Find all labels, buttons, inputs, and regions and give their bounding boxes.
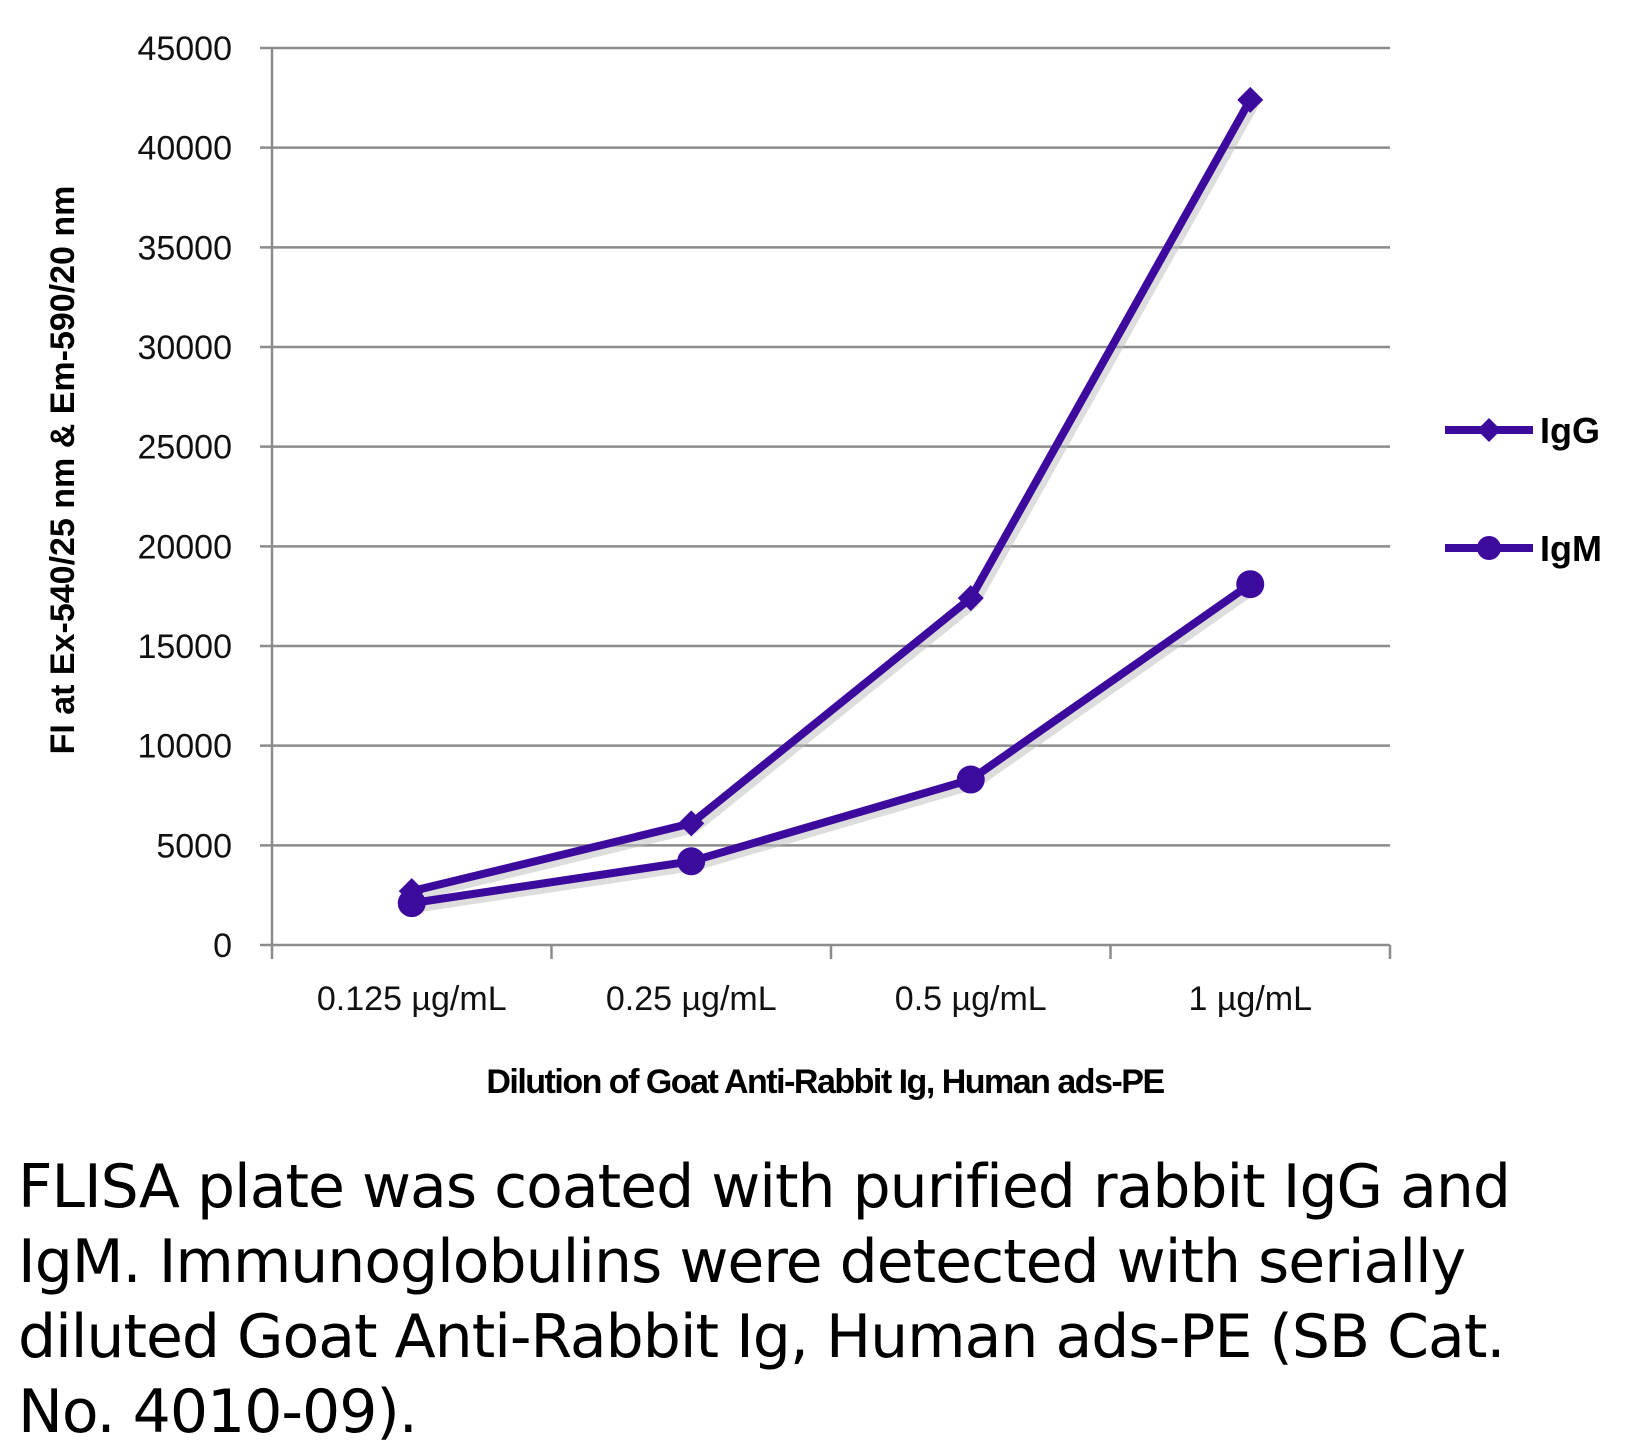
y-tick-label: 40000	[137, 130, 232, 168]
y-tick-label: 30000	[137, 329, 232, 367]
legend: IgG IgM	[1445, 410, 1602, 569]
figure-caption: FLISA plate was coated with purified rab…	[18, 1152, 1511, 1447]
circle-marker	[1477, 536, 1501, 560]
diamond-marker	[678, 810, 705, 837]
y-tick-label: 20000	[137, 528, 232, 566]
y-tick-label: 25000	[137, 429, 232, 467]
x-tick-label: 1 µg/mL	[1188, 980, 1312, 1018]
diamond-marker	[957, 585, 984, 612]
line-chart: 0 5000 10000 15000 20000 25000 30000 35000 40000…	[44, 30, 1602, 1101]
diamond-marker	[1477, 418, 1501, 442]
circle-marker	[1236, 570, 1265, 599]
series-lines	[397, 86, 1265, 918]
series-shadow	[415, 585, 1257, 913]
series-line-igm	[411, 580, 1253, 908]
x-axis-title: Dilution of Goat Anti-Rabbit Ig, Human a…	[486, 1063, 1164, 1101]
y-tick-label: 35000	[137, 229, 232, 267]
circle-marker	[956, 765, 985, 794]
series-line-igg	[410, 97, 1254, 896]
y-tick-label: 5000	[156, 827, 232, 865]
y-tick-label: 45000	[137, 30, 232, 68]
x-tick-label: 0.25 µg/mL	[606, 980, 777, 1018]
y-tick-label: 10000	[137, 728, 232, 766]
y-axis-ticks: 0 5000 10000 15000 20000 25000 30000 35000 40000…	[137, 30, 232, 965]
x-axis: 0.125 µg/mL 0.25 µg/mL 0.5 µg/mL 1 µg/mL	[270, 48, 1392, 1018]
x-tick-label: 0.125 µg/mL	[317, 980, 507, 1018]
diamond-marker	[1237, 86, 1264, 113]
circle-marker	[677, 847, 706, 876]
legend-label-igm: IgM	[1540, 528, 1602, 569]
y-tick-label: 15000	[137, 628, 232, 666]
circle-marker	[397, 889, 426, 918]
legend-label-igg: IgG	[1540, 410, 1600, 451]
y-axis-title: FI at Ex-540/25 nm & Em-590/20 nm	[44, 186, 82, 755]
gridlines	[260, 46, 1390, 947]
x-tick-label: 0.5 µg/mL	[895, 980, 1047, 1018]
y-tick-label: 0	[213, 927, 232, 965]
series-shadow	[414, 102, 1259, 901]
